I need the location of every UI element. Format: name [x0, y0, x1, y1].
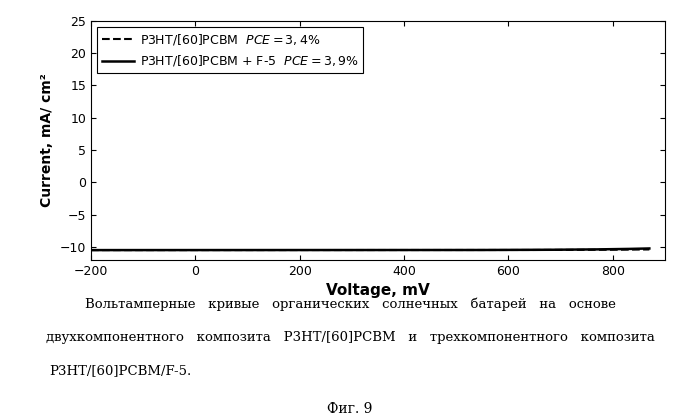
Text: Фиг. 9: Фиг. 9 — [328, 402, 372, 416]
Text: Вольтамперные   кривые   органических   солнечных   батарей   на   основе: Вольтамперные кривые органических солнеч… — [85, 297, 615, 311]
Y-axis label: Current, mA/ cm²: Current, mA/ cm² — [40, 73, 54, 207]
Text: двухкомпонентного   композита   P3HT/[60]PCBM   и   трехкомпонентного   композит: двухкомпонентного композита P3HT/[60]PCB… — [46, 331, 655, 344]
X-axis label: Voltage, mV: Voltage, mV — [326, 283, 430, 298]
Legend: P3HT/[60]PCBM  $\it{PCE = 3,4\%}$, P3HT/[60]PCBM + F-5  $\it{PCE = 3,9\%}$: P3HT/[60]PCBM $\it{PCE = 3,4\%}$, P3HT/[… — [97, 27, 363, 73]
Text: P3HT/[60]PCBM/F-5.: P3HT/[60]PCBM/F-5. — [49, 365, 191, 378]
